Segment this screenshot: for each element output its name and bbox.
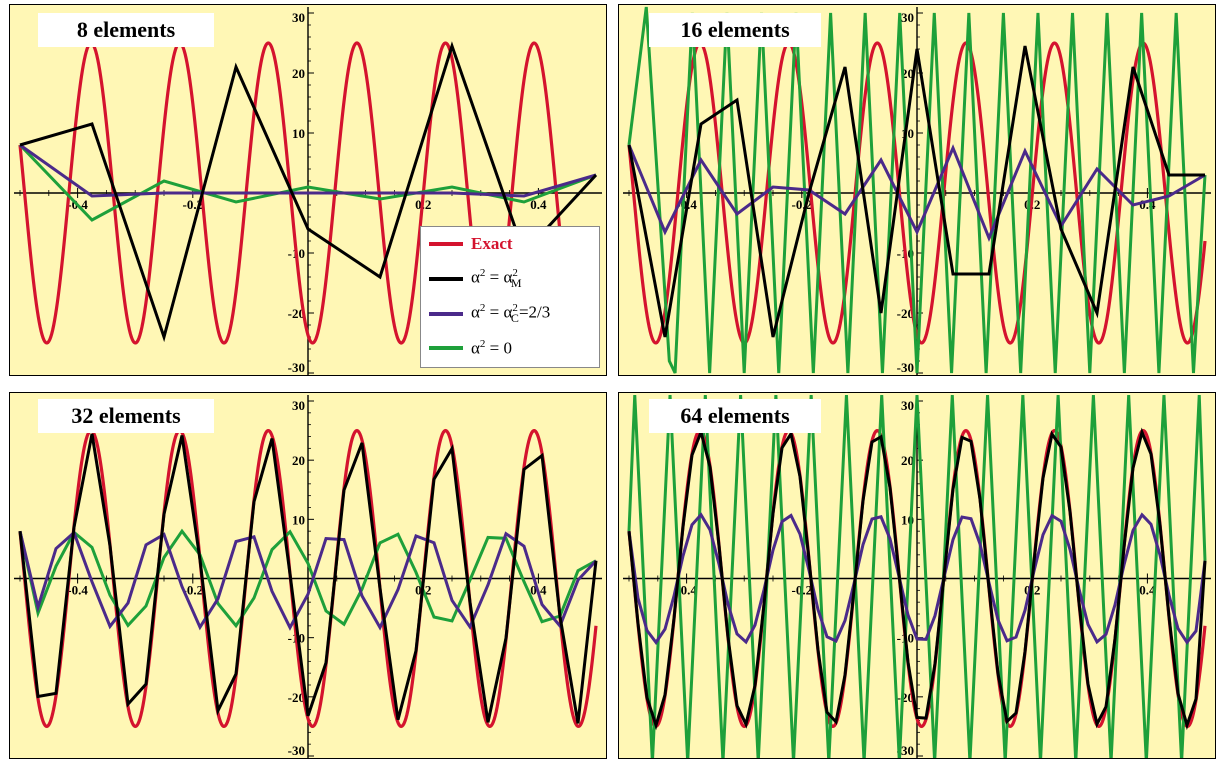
y-tick-label: -20 (288, 306, 305, 321)
y-tick-label: 30 (292, 398, 305, 413)
series-line-alpha-c (627, 144, 1206, 242)
y-tick: -30 (288, 708, 314, 758)
y-tick-label: -30 (288, 743, 305, 758)
series-line-alpha-0 (627, 6, 1207, 374)
y-tick-label: 30 (901, 398, 914, 413)
y-tick: -20 (288, 264, 314, 321)
y-tick: 10 (292, 126, 314, 182)
legend-swatch-alpha-m (429, 277, 463, 281)
y-tick: -20 (897, 264, 923, 321)
y-tick: 20 (901, 453, 923, 508)
y-tick-label: 30 (901, 10, 914, 25)
y-tick: 30 (292, 10, 314, 62)
y-tick: 30 (292, 398, 314, 449)
y-tick-label: -20 (897, 306, 914, 321)
y-tick-label: -20 (288, 690, 305, 705)
legend-swatch-exact (429, 242, 463, 246)
chart-title-16: 16 elements (649, 13, 821, 47)
chart-panel-16: -0.4 -0.2 0.2 0.4 30 20 10 -10 -20 -30 16 element… (618, 4, 1216, 376)
legend-item-exact: Exact (429, 229, 513, 259)
x-tick-label: -0.4 (67, 583, 88, 598)
legend-item-alpha-0: α2 = 0 (429, 333, 512, 363)
x-tick-label: -0.2 (183, 583, 204, 598)
legend-label-alpha-0: α2 = 0 (471, 337, 513, 358)
chart-title-32: 32 elements (38, 399, 214, 433)
chart-panel-8: -0.4 -0.2 0.2 0.4 30 20 10 -10 -20 -30 8 elements (9, 4, 607, 376)
series-line-alpha-0 (18, 143, 597, 222)
y-tick: -30 (288, 324, 314, 375)
x-tick: -0.4 (19, 188, 88, 212)
x-tick-label: -0.4 (676, 583, 697, 598)
series-line-exact (627, 41, 1207, 345)
chart-panel-32: -0.4 -0.2 0.2 0.4 30 20 10 -10 -20 -30 32 element… (9, 392, 607, 759)
legend-item-alpha-c: α2 = α2C=2/3 (429, 299, 550, 329)
legend-label-exact: Exact (471, 234, 513, 253)
x-tick-label: 0.4 (1139, 583, 1156, 598)
legend-label-alpha-m: α2 = α2M (471, 266, 522, 291)
series-line-alpha-m (627, 45, 1205, 338)
legend-item-alpha-m: α2 = α2M (429, 264, 522, 294)
y-tick-label: 20 (292, 453, 305, 468)
series-line-alpha-c (18, 529, 598, 631)
y-tick: 20 (292, 66, 314, 122)
y-tick-label: 10 (292, 512, 305, 527)
x-tick: -0.4 (628, 573, 697, 598)
x-tick-label: -0.2 (792, 197, 813, 212)
y-tick-label: 20 (901, 453, 914, 468)
series-line-alpha-0 (627, 395, 1207, 758)
y-tick-label: -30 (288, 360, 305, 375)
chart-title-64: 64 elements (649, 399, 821, 433)
y-tick: 30 (901, 10, 923, 62)
y-tick-label: 30 (292, 10, 305, 25)
legend-swatch-alpha-0 (429, 346, 463, 350)
series-line-alpha-m (19, 41, 598, 343)
chart-panel-64: -0.4 -0.2 0.2 0.4 30 20 10 -10 -20 -30 64 element… (618, 392, 1216, 759)
y-tick-label: -30 (897, 360, 914, 375)
series-line-alpha-c (627, 512, 1207, 645)
y-tick-label: 20 (292, 66, 305, 81)
chart-legend: Exact α2 = α2M α2 = α2C=2/3 α2 = 0 (420, 226, 600, 368)
legend-label-alpha-c: α2 = α2C=2/3 (471, 301, 551, 326)
y-tick: 20 (292, 453, 314, 508)
x-tick-label: 0.4 (530, 197, 547, 212)
series-line-alpha-m (627, 427, 1207, 731)
legend-swatch-alpha-c (429, 312, 463, 316)
series-line-alpha-m (18, 433, 598, 724)
chart-title-8: 8 elements (38, 13, 214, 47)
y-tick-label: 10 (292, 126, 305, 141)
